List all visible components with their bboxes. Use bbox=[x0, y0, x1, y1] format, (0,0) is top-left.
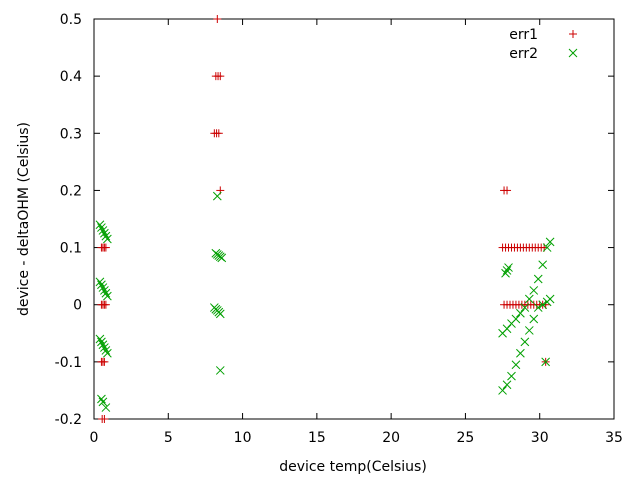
y-tick-label: 0.3 bbox=[60, 126, 82, 142]
legend-label-err2: err2 bbox=[509, 46, 538, 62]
data-point-err2 bbox=[212, 191, 222, 201]
x-tick-label: 30 bbox=[531, 430, 549, 446]
y-axis-label: device - deltaOHM (Celsius) bbox=[16, 122, 32, 316]
data-point-err2 bbox=[524, 326, 534, 335]
x-tick-label: 15 bbox=[308, 430, 326, 446]
data-point-err1 bbox=[216, 72, 225, 81]
marks-layer bbox=[95, 15, 555, 423]
y-tick-label: -0.1 bbox=[55, 355, 82, 371]
x-axis-label: device temp(Celsius) bbox=[279, 459, 427, 475]
legend-marker-err2 bbox=[568, 48, 578, 58]
data-point-err2 bbox=[504, 263, 513, 272]
legend-label-err1: err1 bbox=[509, 27, 538, 43]
data-point-err2 bbox=[501, 268, 510, 278]
series-err1 bbox=[97, 15, 550, 423]
x-tick-label: 5 bbox=[164, 430, 173, 446]
data-point-err2 bbox=[533, 274, 543, 284]
y-tick-label: 0.2 bbox=[60, 183, 82, 199]
y-tick-label: 0.4 bbox=[60, 69, 82, 85]
data-point-err1 bbox=[214, 129, 223, 138]
data-point-err2 bbox=[516, 348, 525, 358]
data-point-err2 bbox=[95, 334, 105, 344]
data-point-err2 bbox=[98, 226, 108, 235]
legend-symbol-err1 bbox=[569, 30, 577, 38]
legend: err1 err2 bbox=[509, 27, 578, 62]
data-point-err2 bbox=[101, 231, 111, 241]
data-point-err2 bbox=[103, 291, 112, 301]
data-point-err2 bbox=[100, 343, 109, 352]
data-point-err2 bbox=[511, 360, 521, 370]
data-point-err2 bbox=[502, 266, 512, 275]
y-tick-label: 0 bbox=[73, 298, 82, 314]
data-point-err2 bbox=[502, 380, 512, 390]
data-point-err2 bbox=[542, 243, 552, 252]
data-point-err2 bbox=[529, 314, 539, 324]
data-point-err2 bbox=[98, 340, 108, 350]
data-point-err2 bbox=[533, 303, 543, 312]
data-point-err2 bbox=[541, 357, 551, 367]
data-point-err2 bbox=[215, 366, 225, 375]
ticks-layer: 0 5 10 15 20 25 30 35 -0.2 -0.1 0 0.1 0.2 0.3 0.4 0.5 bbox=[55, 12, 623, 446]
legend-symbol-err2 bbox=[568, 48, 578, 58]
data-point-err2 bbox=[545, 237, 555, 247]
data-point-err2 bbox=[538, 260, 548, 270]
data-point-err2 bbox=[98, 397, 108, 407]
data-point-err2 bbox=[97, 223, 106, 232]
data-point-err2 bbox=[98, 283, 108, 292]
data-point-err2 bbox=[103, 348, 112, 358]
data-point-err2 bbox=[100, 228, 109, 238]
x-tick-label: 0 bbox=[90, 430, 99, 446]
data-point-err2 bbox=[520, 337, 530, 347]
plot-frame bbox=[93, 18, 615, 420]
y-tick-label: 0.1 bbox=[60, 241, 82, 257]
x-tick-label: 25 bbox=[457, 430, 475, 446]
series-err2 bbox=[95, 191, 555, 412]
data-point-err2 bbox=[95, 220, 105, 230]
data-point-err2 bbox=[95, 277, 105, 287]
data-point-err2 bbox=[520, 303, 530, 312]
data-point-err2 bbox=[215, 309, 225, 319]
data-point-err2 bbox=[97, 280, 106, 290]
data-point-err2 bbox=[100, 286, 109, 295]
data-point-err1 bbox=[503, 186, 512, 195]
data-point-err2 bbox=[101, 346, 111, 355]
data-point-err2 bbox=[101, 403, 111, 412]
data-point-err2 bbox=[217, 253, 227, 263]
data-point-err2 bbox=[507, 371, 516, 381]
data-point-err2 bbox=[101, 288, 111, 298]
y-tick-label: -0.2 bbox=[55, 412, 82, 428]
legend-marker-err1 bbox=[569, 30, 577, 38]
data-point-err1 bbox=[100, 415, 109, 423]
data-point-err1 bbox=[101, 300, 110, 309]
data-point-err2 bbox=[545, 294, 555, 304]
x-tick-label: 35 bbox=[605, 430, 623, 446]
data-point-err1 bbox=[100, 357, 109, 366]
data-point-err2 bbox=[97, 337, 106, 347]
data-point-err1 bbox=[213, 15, 222, 23]
data-point-err2 bbox=[498, 386, 507, 395]
data-point-err2 bbox=[516, 308, 525, 318]
data-point-err2 bbox=[511, 314, 521, 324]
data-point-err2 bbox=[538, 300, 548, 310]
y-tick-label: 0.5 bbox=[60, 12, 82, 28]
data-point-err2 bbox=[97, 394, 106, 404]
x-tick-label: 10 bbox=[234, 430, 252, 446]
data-point-err2 bbox=[529, 286, 539, 295]
data-point-err2 bbox=[103, 234, 112, 244]
data-point-err2 bbox=[524, 294, 534, 304]
data-point-err1 bbox=[101, 243, 110, 252]
x-tick-label: 20 bbox=[382, 430, 400, 446]
